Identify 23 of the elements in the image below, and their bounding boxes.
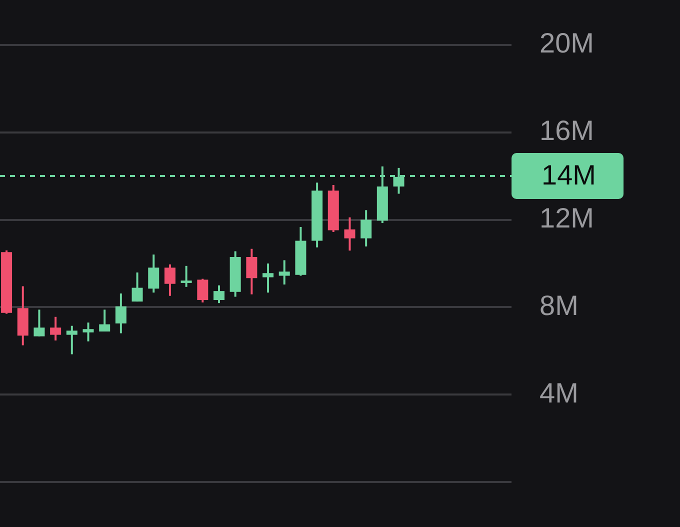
y-tick-label: 16M (540, 115, 594, 146)
candlestick (262, 262, 274, 294)
candlestick (148, 254, 160, 294)
candlestick (66, 324, 78, 356)
candlestick (164, 263, 176, 297)
candlestick (132, 271, 143, 303)
candlestick (344, 216, 356, 252)
candlestick (278, 259, 290, 286)
candlestick (180, 264, 192, 288)
y-tick-label: 4M (540, 377, 578, 408)
candlestick (99, 308, 110, 333)
candlestick (213, 284, 224, 304)
y-tick-label: 12M (540, 202, 594, 234)
candlestick (115, 292, 126, 334)
candlestick (360, 209, 372, 248)
candlestick (82, 322, 94, 342)
candlestick (246, 248, 258, 296)
ref-line-label: 14M (542, 160, 596, 191)
candlestick (34, 308, 45, 338)
candlestick (197, 278, 208, 304)
candlestick (50, 316, 62, 342)
y-tick-label: 20M (540, 28, 594, 59)
y-tick-label: 8M (540, 290, 578, 321)
